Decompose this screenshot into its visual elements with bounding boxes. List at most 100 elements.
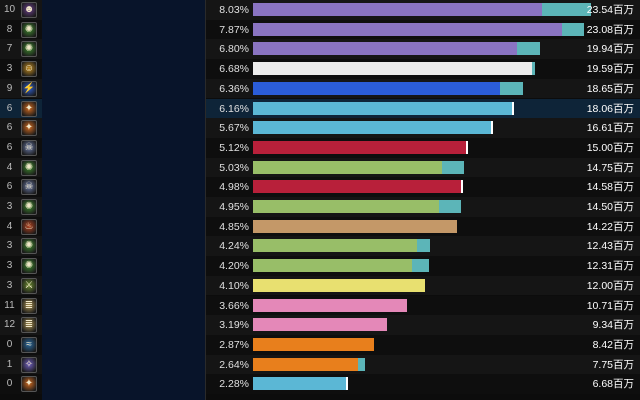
sword-slash-icon: ⚔ <box>21 277 37 294</box>
damage-percent: 5.67% <box>219 122 249 135</box>
fire-wand-icon: ✦ <box>21 100 37 117</box>
rank-number: 3 <box>6 240 13 252</box>
bar-track <box>253 298 591 312</box>
nature-swirl-icon: ✺ <box>21 21 37 38</box>
damage-bar <box>253 160 442 174</box>
damage-bar <box>253 318 387 332</box>
damage-amount: 18.06百万 <box>586 102 634 115</box>
damage-amount: 14.58百万 <box>586 181 634 194</box>
rank-number: 7 <box>6 43 13 55</box>
column-divider <box>205 0 206 400</box>
demon-portrait-icon: ☻ <box>21 2 37 18</box>
damage-bar <box>253 219 458 233</box>
bar-track <box>253 42 591 56</box>
damage-percent: 4.98% <box>219 181 249 194</box>
bar-track <box>253 140 591 154</box>
rank-number: 1 <box>6 358 13 370</box>
rank-number: 11 <box>4 299 15 311</box>
scroll-icon: ≣ <box>21 297 37 314</box>
damage-bar <box>253 3 542 16</box>
rank-number: 3 <box>6 279 13 291</box>
damage-bar <box>253 259 412 273</box>
bar-track <box>253 259 591 273</box>
bar-track <box>253 239 591 253</box>
damage-amount: 16.61百万 <box>586 122 634 135</box>
damage-amount: 12.31百万 <box>586 260 634 273</box>
damage-bar-extra <box>511 101 514 115</box>
damage-amount: 9.34百万 <box>592 319 634 332</box>
damage-amount: 18.65百万 <box>586 82 634 95</box>
damage-percent: 4.95% <box>219 201 249 213</box>
rank-number: 3 <box>6 260 13 272</box>
damage-bar <box>253 22 563 36</box>
rank-number: 4 <box>6 220 13 232</box>
bar-track <box>253 357 591 371</box>
rank-number: 6 <box>6 181 13 193</box>
bar-track <box>253 121 591 135</box>
damage-bar <box>253 42 517 56</box>
damage-amount: 12.00百万 <box>586 279 634 292</box>
name-column-overlay <box>42 0 205 400</box>
flame-icon: ♨ <box>21 218 37 235</box>
skull-icon: ☠ <box>21 179 37 196</box>
scroll-icon: ≣ <box>21 317 37 334</box>
rank-number: 0 <box>6 378 13 390</box>
damage-bar-extra <box>357 357 365 371</box>
damage-percent: 3.66% <box>219 299 249 312</box>
bar-track <box>253 318 591 332</box>
bar-track <box>253 3 591 16</box>
damage-bar <box>253 81 500 95</box>
fire-wand-icon: ✦ <box>21 120 37 137</box>
bar-track <box>253 101 591 115</box>
damage-bar <box>253 298 407 312</box>
damage-percent: 4.20% <box>219 260 249 273</box>
fire-wand-icon: ✦ <box>21 376 37 393</box>
bar-track <box>253 62 591 76</box>
damage-bar-extra <box>345 377 348 391</box>
damage-amount: 12.43百万 <box>586 240 634 253</box>
bar-track <box>253 278 591 292</box>
damage-percent: 3.19% <box>219 319 249 332</box>
damage-bar-extra <box>541 3 591 16</box>
damage-amount: 10.71百万 <box>586 299 634 312</box>
lightning-icon: ⚡ <box>21 80 37 97</box>
damage-amount: 8.42百万 <box>592 338 634 351</box>
rank-number: 9 <box>6 82 13 94</box>
damage-amount: 14.75百万 <box>586 161 634 174</box>
bar-track <box>253 160 591 174</box>
damage-percent: 6.68% <box>219 63 249 76</box>
damage-bar <box>253 180 461 194</box>
skull-icon: ☠ <box>21 139 37 156</box>
damage-bar-extra <box>562 22 585 36</box>
damage-percent: 2.28% <box>219 378 249 391</box>
damage-bar <box>253 101 512 115</box>
damage-bar <box>253 357 358 371</box>
damage-bar <box>253 140 466 154</box>
damage-percent: 4.10% <box>219 279 249 292</box>
rank-number: 3 <box>6 63 13 75</box>
damage-bar <box>253 62 532 76</box>
damage-bar-extra <box>438 200 461 213</box>
bar-track <box>253 200 591 213</box>
damage-bar <box>253 121 492 135</box>
damage-amount: 14.22百万 <box>586 220 634 233</box>
damage-bar-extra <box>460 180 463 194</box>
damage-amount: 7.75百万 <box>592 358 634 371</box>
damage-bar <box>253 278 426 292</box>
bar-track <box>253 22 591 36</box>
damage-bar-extra <box>416 239 431 253</box>
damage-amount: 19.94百万 <box>586 43 634 56</box>
damage-percent: 6.16% <box>219 102 249 115</box>
damage-percent: 8.03% <box>219 4 249 16</box>
rank-number: 3 <box>6 201 13 212</box>
rank-number: 8 <box>6 23 13 35</box>
damage-amount: 15.00百万 <box>586 141 634 154</box>
damage-bar-extra <box>499 81 523 95</box>
nature-swirl-icon: ✺ <box>21 199 37 215</box>
rank-number: 10 <box>3 4 16 15</box>
bar-track <box>253 337 591 351</box>
rank-number: 6 <box>6 122 13 134</box>
nature-swirl-icon: ✺ <box>21 258 37 275</box>
damage-bar-extra <box>441 160 464 174</box>
